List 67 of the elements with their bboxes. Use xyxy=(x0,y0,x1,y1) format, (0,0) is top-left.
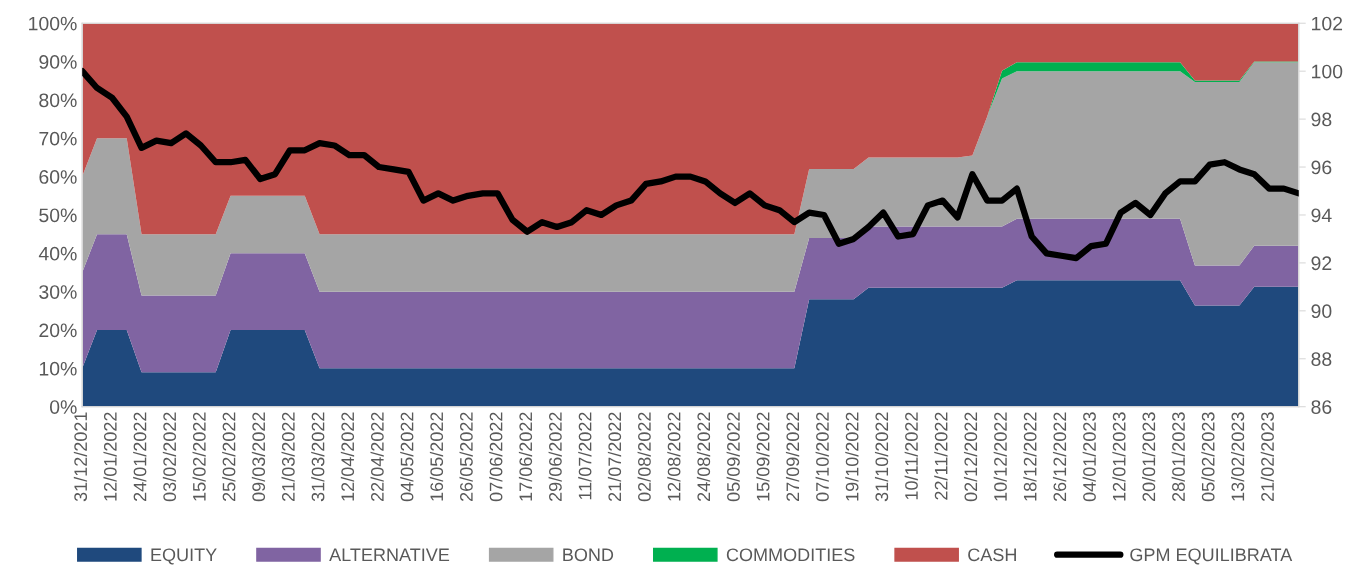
y2-tick-label: 96 xyxy=(1311,160,1332,175)
y2-tick-label: 90 xyxy=(1311,304,1332,319)
x-tick-label: 24/08/2022 xyxy=(696,412,711,502)
legend-label: EQUITY xyxy=(151,548,217,565)
y-tick-label: 90% xyxy=(39,55,77,69)
legend-label: COMMODITIES xyxy=(726,548,855,562)
legend-label: ALTERNATIVE xyxy=(329,548,450,561)
x-tick-label: 31/12/2021 xyxy=(73,412,88,502)
x-tick-label: 31/10/2022 xyxy=(874,412,889,502)
y2-tick-label: 102 xyxy=(1312,16,1343,31)
x-tick-label: 04/01/2023 xyxy=(1082,412,1096,502)
y-tick-label: 50% xyxy=(39,208,77,223)
x-tick-label: 22/04/2022 xyxy=(370,412,384,502)
x-tick-label: 10/11/2022 xyxy=(904,412,918,500)
x-tick-label: 19/10/2022 xyxy=(845,412,859,501)
y2-tick-label: 88 xyxy=(1311,352,1332,366)
x-tick-label: 21/03/2022 xyxy=(281,412,295,502)
x-tick-label: 13/02/2023 xyxy=(1231,412,1245,501)
x-tick-label: 20/01/2023 xyxy=(1141,412,1156,502)
y2-tick-label: 100 xyxy=(1312,64,1343,79)
x-tick-label: 26/12/2022 xyxy=(1052,412,1067,502)
y-tick-label: 70% xyxy=(39,131,77,146)
x-tick-label: 25/02/2022 xyxy=(222,412,236,502)
legend-label: GPM EQUILIBRATA xyxy=(1130,548,1293,565)
x-tick-label: 26/05/2022 xyxy=(459,412,473,502)
x-tick-label: 12/08/2022 xyxy=(667,412,681,501)
x-tick-label: 16/05/2022 xyxy=(429,412,444,501)
x-tick-label: 28/01/2023 xyxy=(1171,412,1185,502)
y-tick-label: 20% xyxy=(39,323,77,338)
x-tick-label: 10/12/2022 xyxy=(993,412,1007,501)
x-tick-label: 02/08/2022 xyxy=(637,412,651,502)
legend-label: BOND xyxy=(563,548,614,562)
x-tick-label: 18/12/2022 xyxy=(1023,412,1037,501)
x-tick-label: 24/01/2022 xyxy=(133,412,147,502)
x-tick-label: 12/04/2022 xyxy=(340,412,355,501)
x-tick-label: 04/05/2022 xyxy=(400,412,414,502)
y-tick-label: 10% xyxy=(39,361,77,376)
x-tick-label: 03/02/2022 xyxy=(162,412,177,502)
y2-tick-label: 86 xyxy=(1311,400,1332,414)
x-tick-label: 02/12/2022 xyxy=(963,412,978,502)
y-tick-label: 30% xyxy=(39,285,77,299)
x-tick-label: 11/07/2022 xyxy=(578,412,592,500)
x-tick-label: 05/02/2023 xyxy=(1201,412,1215,502)
y-tick-label: 100% xyxy=(29,16,77,31)
x-tick-label: 21/02/2023 xyxy=(1260,412,1274,502)
x-tick-label: 09/03/2022 xyxy=(251,412,266,502)
y2-tick-label: 98 xyxy=(1311,112,1332,127)
x-tick-label: 15/02/2022 xyxy=(192,412,206,501)
x-tick-label: 31/03/2022 xyxy=(311,412,325,502)
y-tick-label: 40% xyxy=(38,246,77,261)
legend-label: CASH xyxy=(968,548,1016,562)
y-tick-label: 60% xyxy=(39,170,77,184)
y-tick-label: 0% xyxy=(50,400,77,414)
x-tick-label: 29/06/2022 xyxy=(548,412,562,502)
x-tick-label: 05/09/2022 xyxy=(726,412,740,502)
x-tick-label: 07/10/2022 xyxy=(815,412,829,502)
x-tick-label: 17/06/2022 xyxy=(518,412,533,501)
x-tick-label: 12/01/2022 xyxy=(103,412,117,501)
x-tick-label: 27/09/2022 xyxy=(785,412,800,502)
x-tick-label: 07/06/2022 xyxy=(489,412,503,502)
y2-tick-label: 92 xyxy=(1311,256,1332,271)
y2-tick-label: 94 xyxy=(1311,208,1332,223)
x-tick-label: 12/01/2023 xyxy=(1112,412,1126,501)
x-tick-label: 21/07/2022 xyxy=(607,412,622,502)
x-tick-label: 22/11/2022 xyxy=(934,412,948,500)
y-tick-label: 80% xyxy=(39,93,77,108)
x-tick-label: 15/09/2022 xyxy=(756,412,770,501)
